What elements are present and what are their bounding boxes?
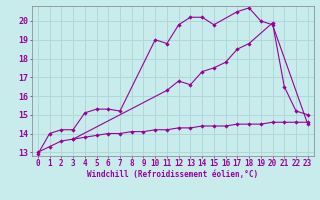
X-axis label: Windchill (Refroidissement éolien,°C): Windchill (Refroidissement éolien,°C) (87, 170, 258, 179)
